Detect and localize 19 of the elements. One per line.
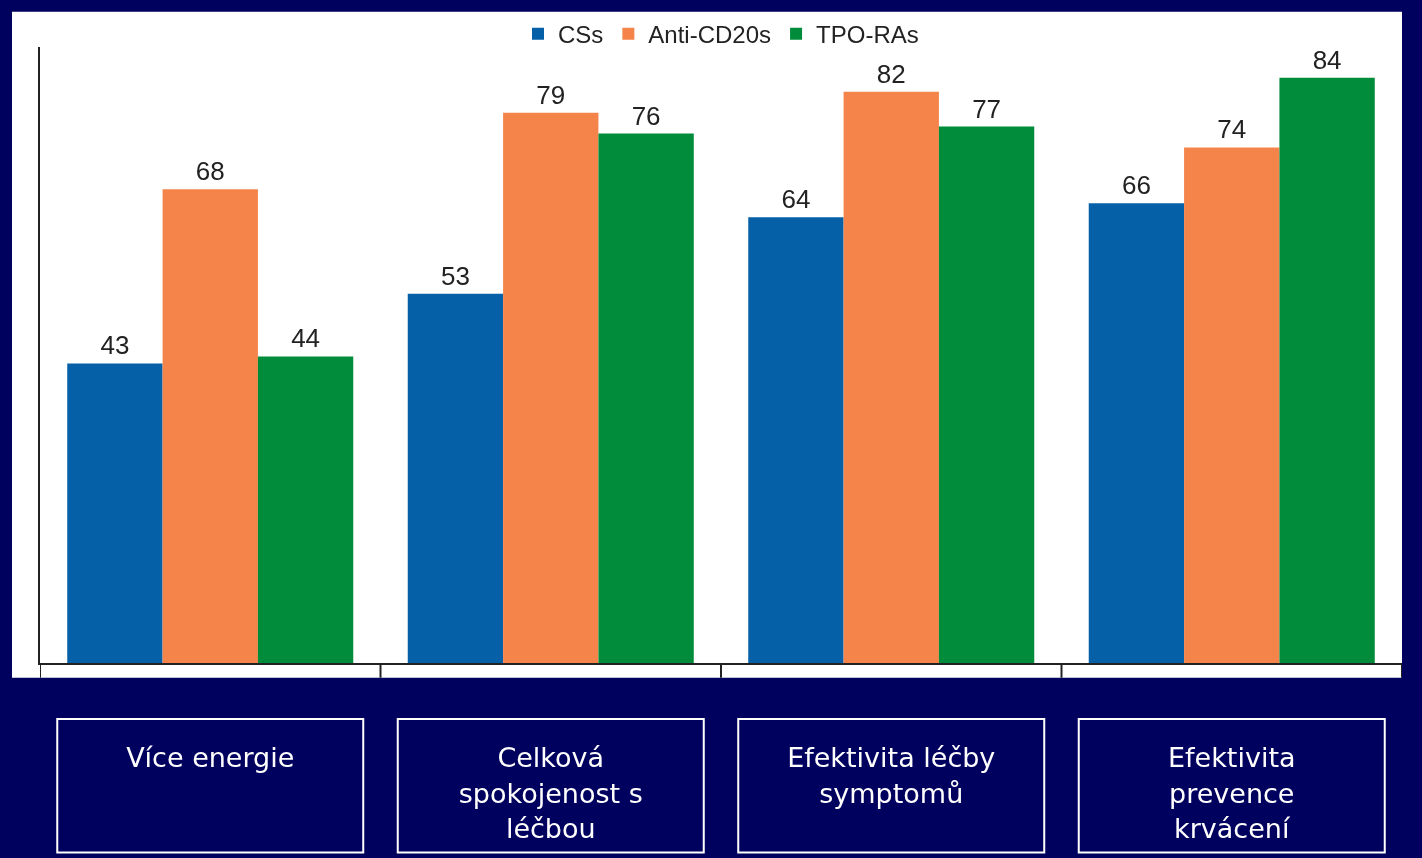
legend-label: TPO-RAs bbox=[816, 21, 919, 49]
data-label: 68 bbox=[195, 156, 225, 187]
data-label: 44 bbox=[291, 323, 321, 354]
x-tick-label: Efektivita léčby symptomů bbox=[787, 742, 996, 809]
data-label: 76 bbox=[631, 100, 661, 131]
data-label: 79 bbox=[536, 79, 566, 110]
data-label: 53 bbox=[440, 260, 470, 291]
data-label: 66 bbox=[1121, 170, 1151, 201]
data-label: 77 bbox=[972, 93, 1002, 124]
legend-label: CSs bbox=[558, 21, 604, 49]
data-label: 64 bbox=[781, 184, 811, 215]
data-label: 43 bbox=[100, 330, 130, 361]
x-tick-label: Více energie bbox=[126, 742, 295, 774]
data-label: 74 bbox=[1217, 114, 1247, 145]
x-tick-label: Efektivita prevence krvácení bbox=[1167, 742, 1296, 844]
data-label: 82 bbox=[876, 58, 906, 89]
legend-label: Anti-CD20s bbox=[648, 21, 772, 49]
data-label: 84 bbox=[1312, 44, 1342, 75]
x-tick-label: Celková spokojenost s léčbou bbox=[458, 742, 643, 844]
